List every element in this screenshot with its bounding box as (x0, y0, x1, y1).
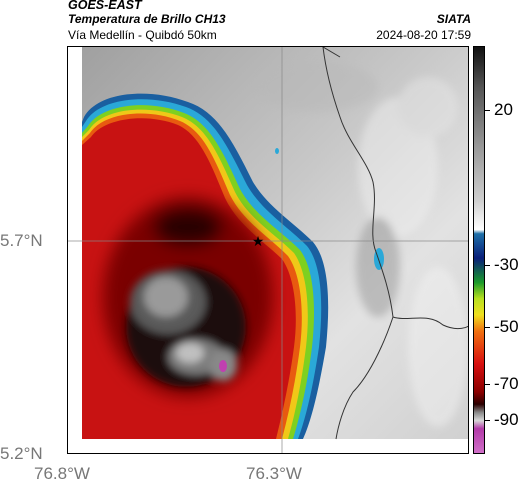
organization-label: SIATA (436, 12, 471, 26)
colorbar (473, 46, 485, 454)
colorbar-label: -30 (494, 255, 519, 274)
star-icon: ★ (252, 234, 265, 250)
satellite-map[interactable]: ★ (67, 46, 469, 454)
colorbar-label: 20 (494, 100, 513, 119)
lat-label: 5.7°N (0, 231, 43, 250)
lat-label: 5.2°N (0, 444, 43, 463)
colorbar-tick (485, 265, 490, 266)
lon-label: 76.3°W (246, 464, 302, 483)
colorbar-tick (485, 110, 490, 111)
border-line (392, 316, 468, 330)
colorbar-label: -70 (494, 374, 519, 393)
border-line (335, 316, 394, 440)
brightness-temperature-field: ★ (68, 47, 468, 453)
subtitle: Vía Medellín - Quibdó 50km (68, 28, 217, 42)
coldest-cloud-top (219, 360, 227, 372)
colorbar-label: -50 (494, 317, 519, 336)
border-line (322, 47, 394, 318)
satellite-title: GOES-EAST (68, 0, 142, 12)
colorbar-tick (485, 327, 490, 328)
colorbar-label: -90 (494, 410, 519, 429)
colorbar-tick (485, 420, 490, 421)
colorbar-tick (485, 384, 490, 385)
datetime-label: 2024-08-20 17:59 (376, 28, 471, 42)
product-title: Temperatura de Brillo CH13 (68, 12, 226, 26)
lon-label: 76.8°W (34, 464, 90, 483)
